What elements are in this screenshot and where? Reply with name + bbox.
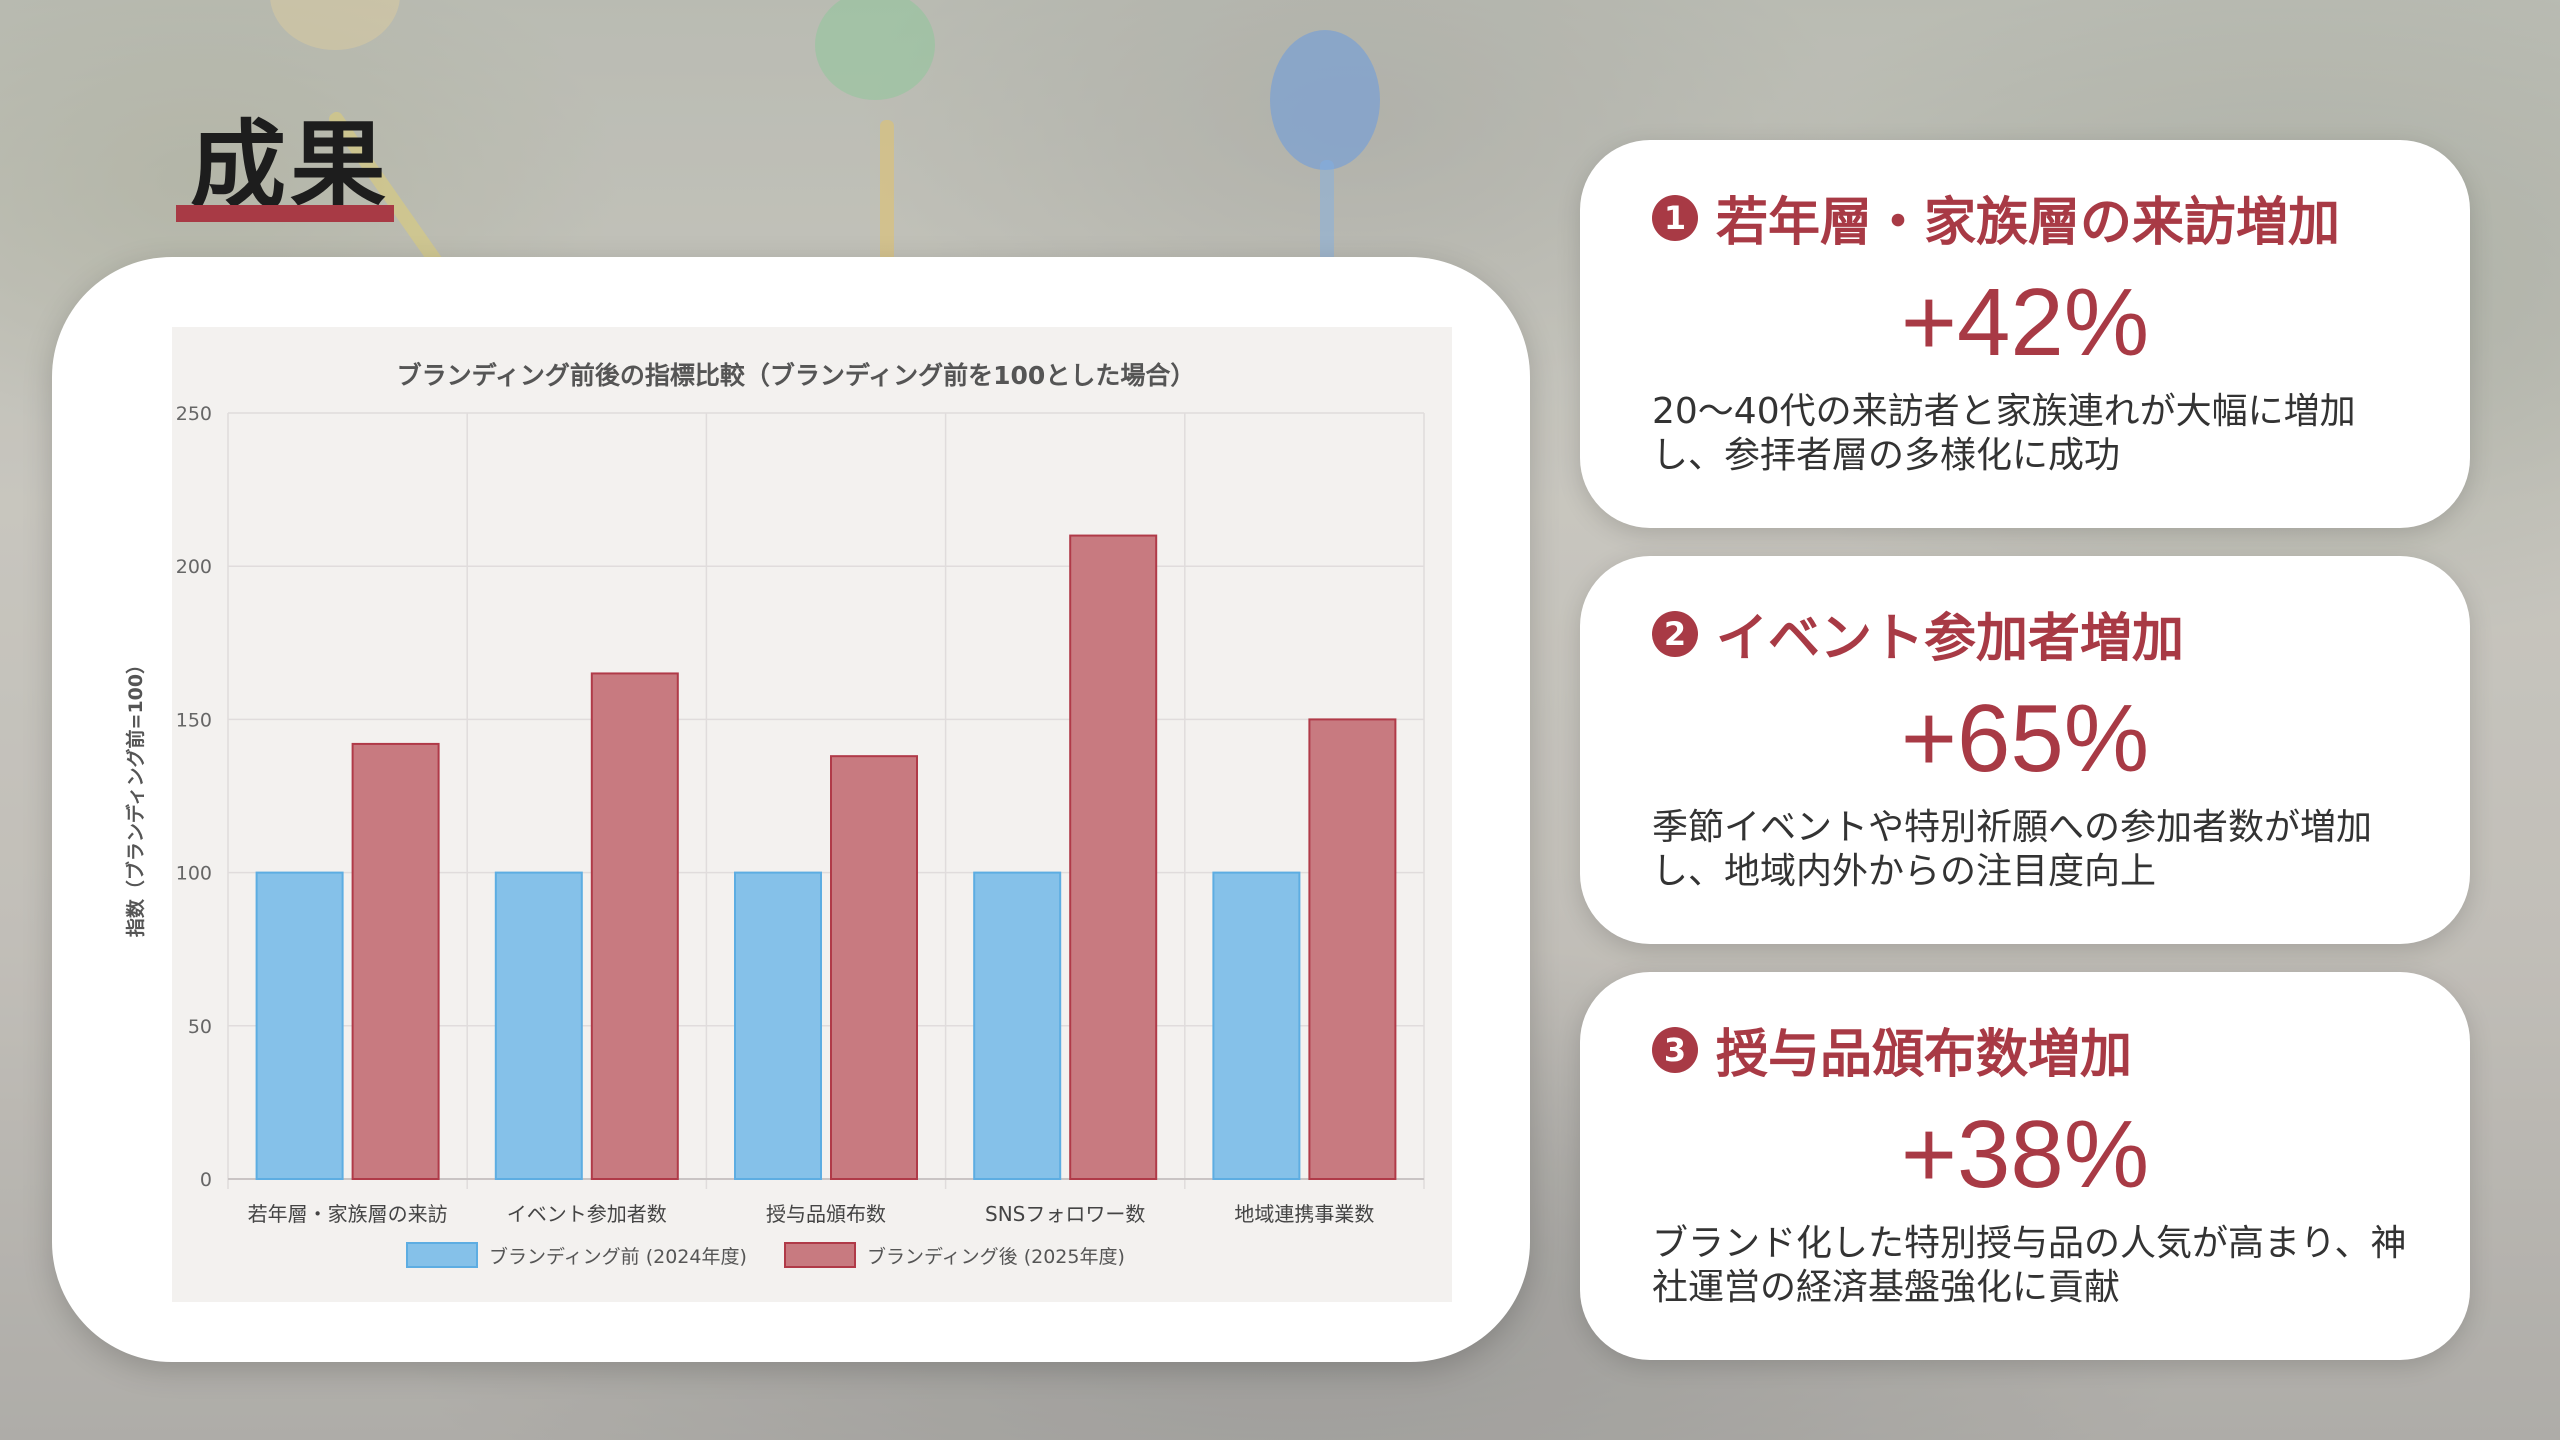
card-description: 20〜40代の来訪者と家族連れが大幅に増加し、参拝者層の多様化に成功 bbox=[1652, 391, 2356, 476]
card-title: 若年層・家族層の来訪増加 bbox=[1716, 193, 2341, 253]
bar-before bbox=[1212, 871, 1301, 1180]
legend-label-after: ブランディング後 (2025年度) bbox=[867, 1245, 1125, 1268]
card-header: 3 授与品頒布数増加 bbox=[1652, 1012, 2132, 1087]
y-tick-label: 150 bbox=[176, 709, 212, 731]
x-tick-label: 地域連携事業数 bbox=[1234, 1202, 1374, 1226]
card-header: 1 若年層・家族層の来訪増加 bbox=[1652, 180, 2340, 255]
result-card-young-family: 1 若年層・家族層の来訪増加 +42% 20〜40代の来訪者と家族連れが大幅に増… bbox=[1580, 140, 2470, 528]
bar-before bbox=[973, 871, 1062, 1180]
streamer-decoration bbox=[1320, 160, 1334, 280]
y-tick-label: 250 bbox=[176, 403, 212, 425]
lantern-decoration bbox=[1270, 30, 1380, 170]
y-axis-label: 指数（ブランディング前=100） bbox=[124, 655, 147, 937]
result-card-event: 2 イベント参加者増加 +65% 季節イベントや特別祈願への参加者数が増加し、地… bbox=[1580, 556, 2470, 944]
bar-chart: ブランディング前後の指標比較（ブランディング前を100とした場合） 0 50 100 1… bbox=[124, 327, 1452, 1302]
bar-before bbox=[494, 871, 583, 1180]
card-header: 2 イベント参加者増加 bbox=[1652, 596, 2184, 671]
bar-before bbox=[734, 871, 822, 1180]
x-tick-label: 若年層・家族層の来訪 bbox=[248, 1202, 448, 1226]
card-value: +65% bbox=[1900, 685, 2150, 792]
y-tick-label: 200 bbox=[176, 556, 212, 578]
bar-after bbox=[351, 742, 440, 1180]
number-badge: 3 bbox=[1652, 1026, 1698, 1073]
bar-after bbox=[1308, 718, 1397, 1180]
legend-label-before: ブランディング前 (2024年度) bbox=[489, 1245, 747, 1268]
legend-swatch-before bbox=[406, 1242, 478, 1268]
legend-swatch-after bbox=[784, 1242, 856, 1268]
x-tick-label: イベント参加者数 bbox=[507, 1202, 667, 1226]
bar-before bbox=[255, 871, 344, 1180]
card-title: 授与品頒布数増加 bbox=[1716, 1025, 2133, 1085]
x-tick-label: SNSフォロワー数 bbox=[985, 1202, 1145, 1226]
x-tick-label: 授与品頒布数 bbox=[766, 1202, 886, 1226]
title-underline bbox=[176, 205, 394, 222]
number-badge: 2 bbox=[1652, 610, 1698, 657]
y-tick-label: 0 bbox=[200, 1169, 212, 1191]
card-description: ブランド化した特別授与品の人気が高まり、神社運営の経済基盤強化に貢献 bbox=[1652, 1223, 2407, 1308]
lantern-decoration bbox=[815, 0, 935, 100]
card-description: 季節イベントや特別祈願への参加者数が増加し、地域内外からの注目度向上 bbox=[1652, 807, 2373, 892]
bar-after bbox=[830, 755, 918, 1180]
card-title: イベント参加者増加 bbox=[1716, 609, 2185, 669]
y-tick-label: 100 bbox=[176, 863, 212, 885]
bar-after bbox=[1069, 534, 1158, 1180]
result-card-amulet: 3 授与品頒布数増加 +38% ブランド化した特別授与品の人気が高まり、神社運営… bbox=[1580, 972, 2470, 1360]
card-value: +42% bbox=[1900, 269, 2150, 376]
bar-after bbox=[590, 672, 679, 1180]
card-value: +38% bbox=[1900, 1101, 2150, 1208]
page-title: 成果 bbox=[190, 110, 390, 222]
chart-title: ブランディング前後の指標比較（ブランディング前を100とした場合） bbox=[397, 361, 1196, 390]
chart-card: ブランディング前後の指標比較（ブランディング前を100とした場合） 0 50 100 1… bbox=[52, 257, 1530, 1362]
y-tick-label: 50 bbox=[188, 1016, 212, 1038]
number-badge: 1 bbox=[1652, 194, 1698, 241]
